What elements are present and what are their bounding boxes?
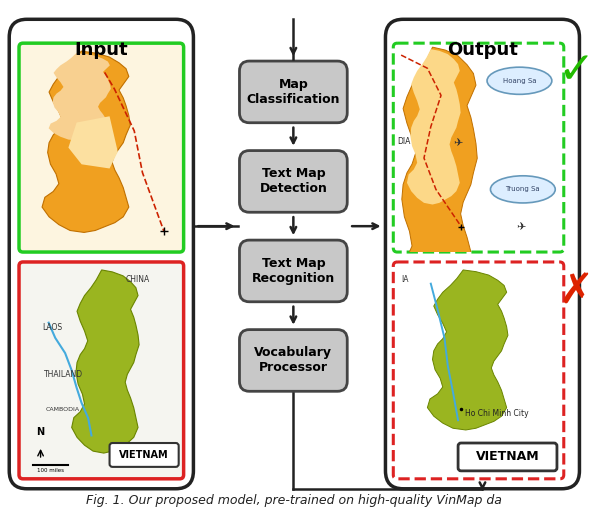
FancyBboxPatch shape	[393, 262, 564, 479]
FancyBboxPatch shape	[239, 329, 347, 391]
Text: Text Map
Detection: Text Map Detection	[260, 167, 327, 195]
Text: Fig. 1. Our proposed model, pre-trained on high-quality VinMap da: Fig. 1. Our proposed model, pre-trained …	[86, 494, 502, 507]
Text: N: N	[36, 427, 45, 437]
Polygon shape	[68, 116, 118, 168]
Text: VIETNAM: VIETNAM	[475, 451, 539, 464]
Text: ✈: ✈	[453, 138, 463, 149]
Text: 100 miles: 100 miles	[37, 468, 64, 473]
Text: LAOS: LAOS	[42, 323, 62, 332]
Text: Vocabulary
Processor: Vocabulary Processor	[254, 347, 332, 375]
FancyBboxPatch shape	[109, 443, 179, 467]
Polygon shape	[396, 47, 477, 319]
FancyBboxPatch shape	[458, 443, 557, 471]
Text: IA: IA	[401, 275, 408, 284]
Text: CHINA: CHINA	[126, 275, 150, 284]
FancyBboxPatch shape	[19, 262, 184, 479]
Text: Text Map
Recognition: Text Map Recognition	[252, 257, 335, 285]
Text: ✈: ✈	[517, 222, 526, 232]
Polygon shape	[428, 270, 508, 430]
Polygon shape	[407, 49, 460, 205]
Polygon shape	[72, 270, 139, 453]
FancyBboxPatch shape	[19, 43, 184, 252]
FancyBboxPatch shape	[9, 19, 193, 489]
Ellipse shape	[487, 67, 552, 94]
Text: Output: Output	[447, 41, 518, 59]
Polygon shape	[42, 51, 130, 233]
Text: Map
Classification: Map Classification	[246, 78, 340, 106]
Text: Truong Sa: Truong Sa	[505, 186, 540, 192]
Text: Ho Chi Minh City: Ho Chi Minh City	[465, 409, 529, 418]
FancyBboxPatch shape	[393, 43, 564, 252]
FancyBboxPatch shape	[239, 240, 347, 302]
Text: ✓: ✓	[557, 50, 594, 93]
Text: THAILAND: THAILAND	[44, 370, 83, 379]
FancyBboxPatch shape	[239, 151, 347, 212]
FancyBboxPatch shape	[239, 61, 347, 123]
Text: ✗: ✗	[558, 271, 593, 313]
FancyBboxPatch shape	[386, 19, 579, 489]
Text: DIA: DIA	[397, 137, 411, 146]
Text: Input: Input	[75, 41, 128, 59]
Text: VIETNAM: VIETNAM	[120, 450, 169, 460]
Ellipse shape	[490, 176, 556, 203]
Text: Hoang Sa: Hoang Sa	[503, 78, 536, 84]
Text: CAMBODIA: CAMBODIA	[45, 407, 80, 412]
Polygon shape	[48, 53, 111, 140]
